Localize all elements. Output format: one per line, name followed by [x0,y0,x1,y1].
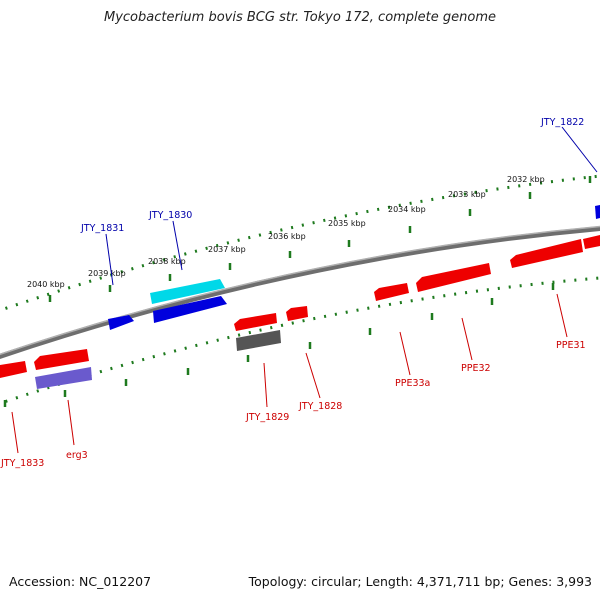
label-jty1831[interactable]: JTY_1831 [80,223,124,234]
scale-label-2033: 2033 kbp [448,190,486,199]
scale-label-2039: 2039 kbp [88,269,126,278]
gene-jty1831-arrow[interactable] [108,315,134,330]
leader-jty1831 [105,233,114,286]
leader-ppe32 [461,317,473,361]
leader-jty1822 [561,126,598,173]
gene-jty1830-arrow[interactable] [150,279,225,304]
gene-erg3-arrow[interactable] [34,349,89,370]
label-jty1828[interactable]: JTY_1828 [298,401,342,412]
label-erg3[interactable]: erg3 [66,450,88,461]
leader-ppe31 [556,293,568,338]
gene-ppe31-arrow[interactable] [510,239,583,268]
gene-jty1828-arrow[interactable] [286,306,308,321]
gene-erg3-product-arrow[interactable] [35,367,92,389]
leader-jty1830 [172,220,183,271]
label-jty1830[interactable]: JTY_1830 [148,210,192,221]
outer-scale-ring [0,174,600,312]
inner-scale-ring [0,276,600,405]
leader-jty1833 [11,411,19,454]
scale-label-2034: 2034 kbp [388,205,426,214]
leader-jty1828 [305,352,321,399]
scale-label-2035: 2035 kbp [328,219,366,228]
label-ppe33a[interactable]: PPE33a [395,378,430,389]
label-jty1822[interactable]: JTY_1822 [540,117,584,128]
gene-ppe33a-arrow[interactable] [374,283,409,301]
leader-jty1829 [263,362,268,408]
scale-label-2037: 2037 kbp [208,245,246,254]
leader-erg3 [67,399,75,446]
inner-major-ticks [3,283,555,407]
gene-jty1829-pseudo-arrow[interactable] [236,330,281,351]
label-jty1833[interactable]: JTY_1833 [0,458,44,469]
leader-ppe33a [399,331,411,376]
gene-jty1829-arrow[interactable] [234,313,277,331]
label-ppe31[interactable]: PPE31 [556,340,586,351]
scale-label-2040: 2040 kbp [27,280,65,289]
scale-label-2032: 2032 kbp [507,175,545,184]
scale-label-2036: 2036 kbp [268,232,306,241]
gene-jty1822-arrow[interactable] [595,205,600,219]
gene-ppe32-arrow[interactable] [416,263,491,292]
genome-title: Mycobacterium bovis BCG str. Tokyo 172, … [104,10,496,25]
topology-text: Topology: circular; Length: 4,371,711 bp… [248,574,592,589]
genome-backbone-highlight [0,225,600,356]
genome-backbone [0,225,600,359]
gene-jty1830-cds-arrow[interactable] [153,296,227,323]
gene-next-arrow[interactable] [583,235,600,249]
gene-jty1833-arrow[interactable] [0,361,27,378]
label-ppe32[interactable]: PPE32 [461,363,491,374]
outer-major-ticks [48,176,592,302]
scale-label-2038: 2038 kbp [148,257,186,266]
label-jty1829[interactable]: JTY_1829 [245,412,289,423]
accession-text: Accession: NC_012207 [9,574,152,589]
